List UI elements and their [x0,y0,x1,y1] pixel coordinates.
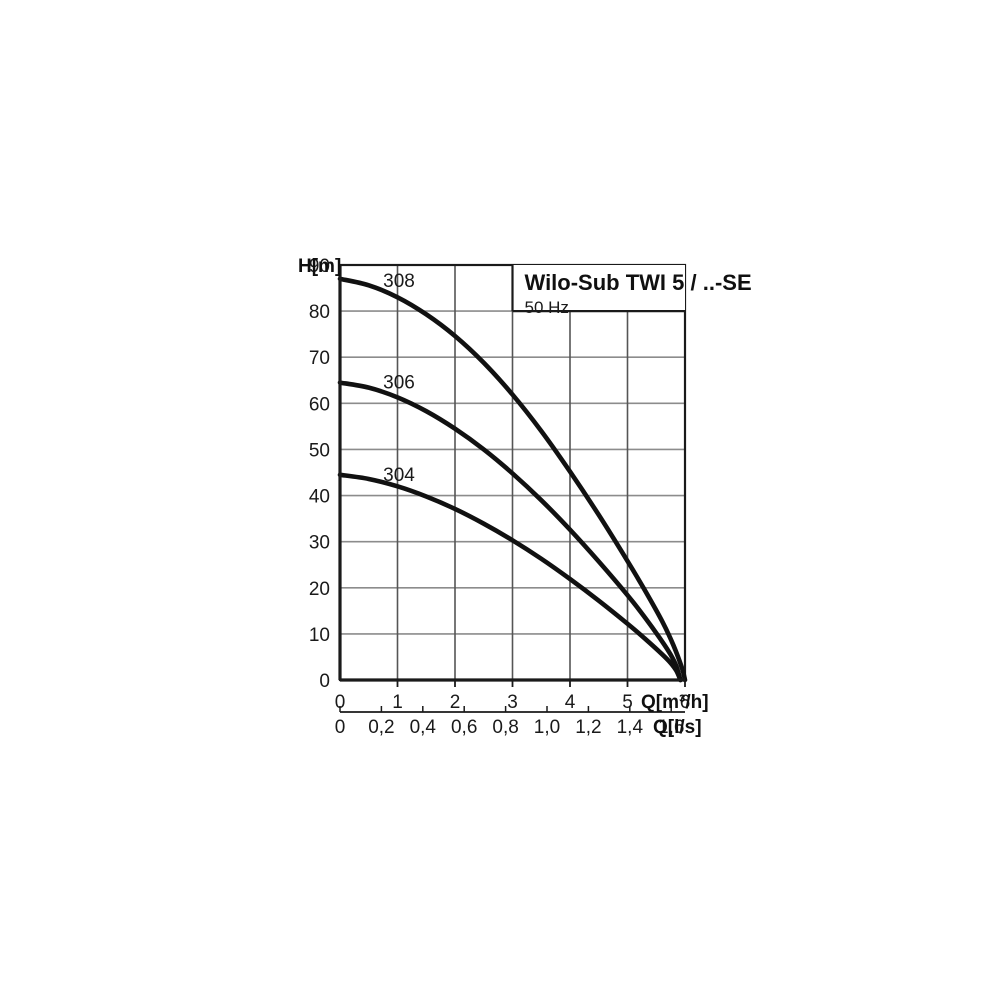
x-tick-label: 4 [565,692,576,713]
y-tick-label: 40 [309,487,330,508]
x-tick-label: 6 [680,692,691,713]
y-tick-label: 80 [309,302,330,323]
x-tick-label-secondary: 0,6 [451,717,477,738]
title-box [511,265,685,313]
title-box-fill [512,265,685,312]
y-tick-label: 10 [309,625,330,646]
curve-label-group: 308 306 304 [383,271,415,486]
x-axis-primary: 0 1 2 3 4 5 6 [335,678,691,713]
x-tick-label-secondary: 1,0 [534,717,560,738]
curve-304 [337,472,683,683]
curve-label-306: 306 [383,373,415,394]
y-tick-label: 70 [309,348,330,369]
x-tick-label: 5 [622,692,633,713]
x-tick-label-secondary: 1,4 [617,717,644,738]
y-tick-label: 30 [309,533,330,554]
y-tick-label: 20 [309,579,330,600]
y-tick-label: 90 [309,256,330,277]
curve-label-308: 308 [383,271,415,292]
y-tick-label: 60 [309,394,330,415]
x-axis-secondary-unit-label: Q[l/s] [653,717,702,738]
x-tick-label: 2 [450,692,461,713]
x-tick-label: 3 [507,692,518,713]
x-tick-label-secondary: 0,8 [492,717,518,738]
chart-subtitle: 50 Hz [525,298,569,317]
x-tick-label-secondary: 1,6 [658,717,684,738]
chart-title: Wilo-Sub TWI 5 / ..-SE [525,270,752,295]
y-axis: 0 10 20 30 40 50 60 70 80 90 [309,256,342,692]
curve-306 [337,380,683,683]
curve-308 [337,276,688,683]
x-tick-label-secondary: 0 [335,717,346,738]
x-axis-unit-label: Q[m³/h] [641,692,709,713]
y-tick-label: 50 [309,440,330,461]
curve-label-304: 304 [383,465,415,486]
x-tick-label-secondary: 0,2 [368,717,394,738]
x-tick-label-secondary: 1,2 [575,717,601,738]
y-tick-label: 0 [319,671,330,692]
x-tick-label: 0 [335,692,346,713]
x-tick-label: 1 [392,692,403,713]
y-axis-unit-label: H[m] [298,256,341,277]
x-axis-secondary: 0 0,2 0,4 0,6 0,8 1,0 1,2 1,4 1,6 [335,706,685,738]
x-tick-label-secondary: 0,4 [410,717,437,738]
curve-group [337,276,688,683]
